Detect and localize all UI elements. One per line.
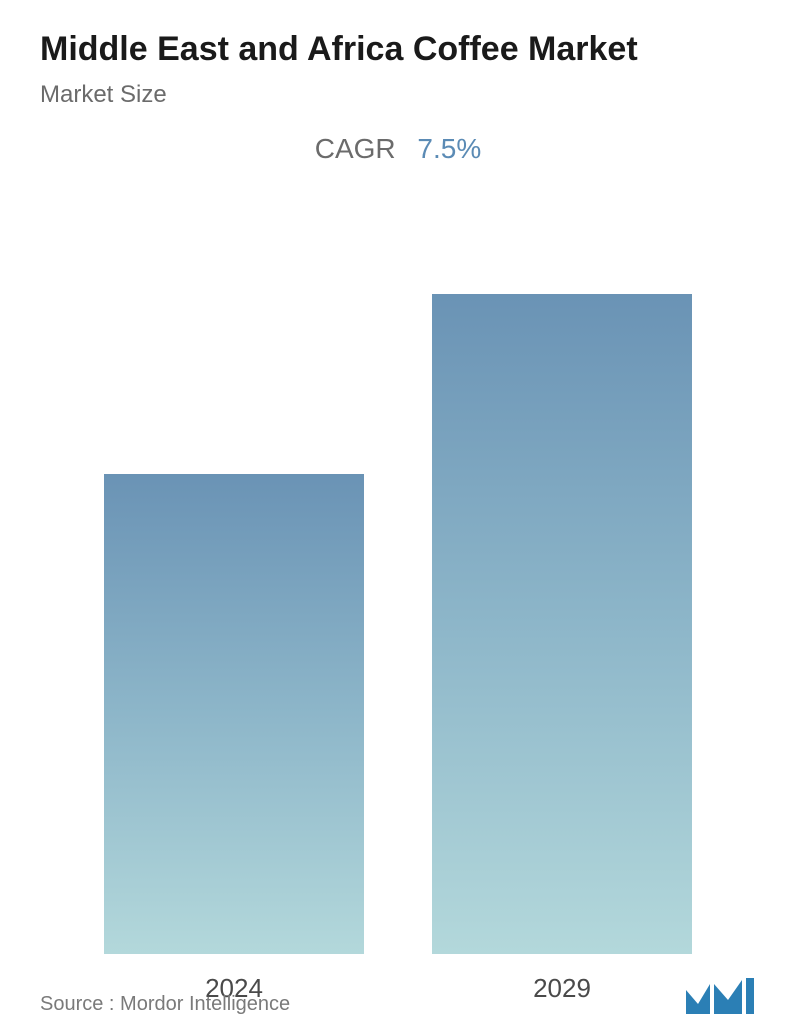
chart-subtitle: Market Size [40, 81, 756, 109]
source-text: Source : Mordor Intelligence [40, 993, 290, 1016]
bars-wrap [40, 274, 756, 954]
cagr-label: CAGR [315, 133, 396, 164]
bar-slot-1 [432, 294, 692, 954]
footer: Source : Mordor Intelligence [40, 976, 756, 1016]
chart-card: Middle East and Africa Coffee Market Mar… [0, 0, 796, 1034]
chart-area: 2024 2029 [40, 195, 756, 1015]
bar-2024 [104, 474, 364, 954]
cagr-value: 7.5% [417, 133, 481, 164]
chart-title: Middle East and Africa Coffee Market [40, 28, 756, 71]
cagr-row: CAGR 7.5% [40, 133, 756, 165]
mordor-logo-icon [684, 976, 756, 1016]
bar-slot-0 [104, 474, 364, 954]
bar-2029 [432, 294, 692, 954]
